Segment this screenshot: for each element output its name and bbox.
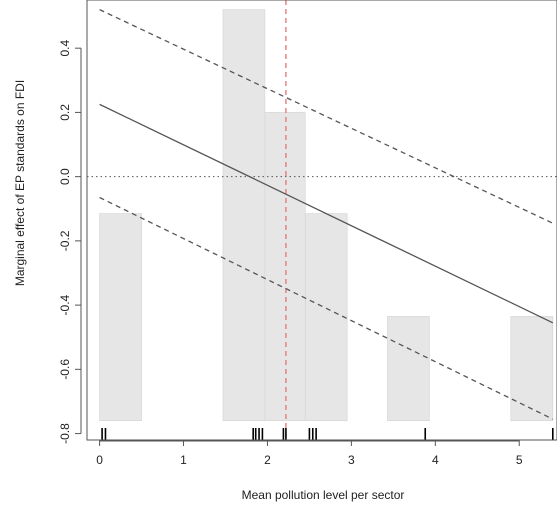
- lower-ci-line: [99, 196, 554, 420]
- series-lines: [99, 9, 554, 420]
- histogram-bar: [387, 316, 430, 422]
- histogram-bar: [510, 316, 554, 422]
- x-tick-label: 0: [96, 453, 103, 467]
- y-tick-label: 0.0: [58, 168, 72, 185]
- x-axis-title: Mean pollution level per sector: [242, 488, 405, 502]
- y-tick-label: -0.4: [58, 294, 72, 315]
- y-tick-label: 0.2: [58, 104, 72, 121]
- y-tick-label: 0.4: [58, 40, 72, 57]
- x-tick-label: 1: [180, 453, 187, 467]
- x-tick-label: 3: [348, 453, 355, 467]
- histogram: [99, 9, 554, 422]
- histogram-bar: [304, 213, 348, 422]
- histogram-bar: [264, 112, 306, 422]
- histogram-bar: [99, 213, 142, 422]
- y-tick-label: -0.2: [58, 230, 72, 251]
- plot-frame: [86, 0, 557, 441]
- upper-ci-line: [99, 9, 554, 224]
- x-tick-label: 4: [432, 453, 439, 467]
- y-tick-label: -0.8: [58, 423, 72, 444]
- axes: 0 1 2 3 4 5 -0.8 -0.6 -0.4 -0.2 0.0 0.2 0.4: [58, 0, 557, 467]
- rug: [101, 428, 554, 440]
- y-axis-title: Marginal effect of EP standards on FDI: [13, 80, 27, 286]
- histogram-bar: [222, 9, 266, 422]
- estimate-line: [99, 103, 554, 324]
- y-tick-label: -0.6: [58, 359, 72, 380]
- x-tick-label: 2: [264, 453, 271, 467]
- x-tick-label: 5: [516, 453, 523, 467]
- reference-lines: [87, 0, 557, 440]
